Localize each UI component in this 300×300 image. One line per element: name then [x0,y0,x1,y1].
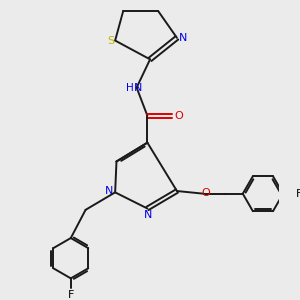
Text: F: F [68,290,74,300]
Text: S: S [107,35,114,46]
Text: N: N [178,33,187,43]
Text: N: N [144,210,152,220]
Text: F: F [296,189,300,199]
Text: O: O [201,188,210,198]
Text: N: N [105,186,114,197]
Text: O: O [174,111,183,121]
Text: N: N [134,82,142,93]
Text: H: H [126,82,134,93]
